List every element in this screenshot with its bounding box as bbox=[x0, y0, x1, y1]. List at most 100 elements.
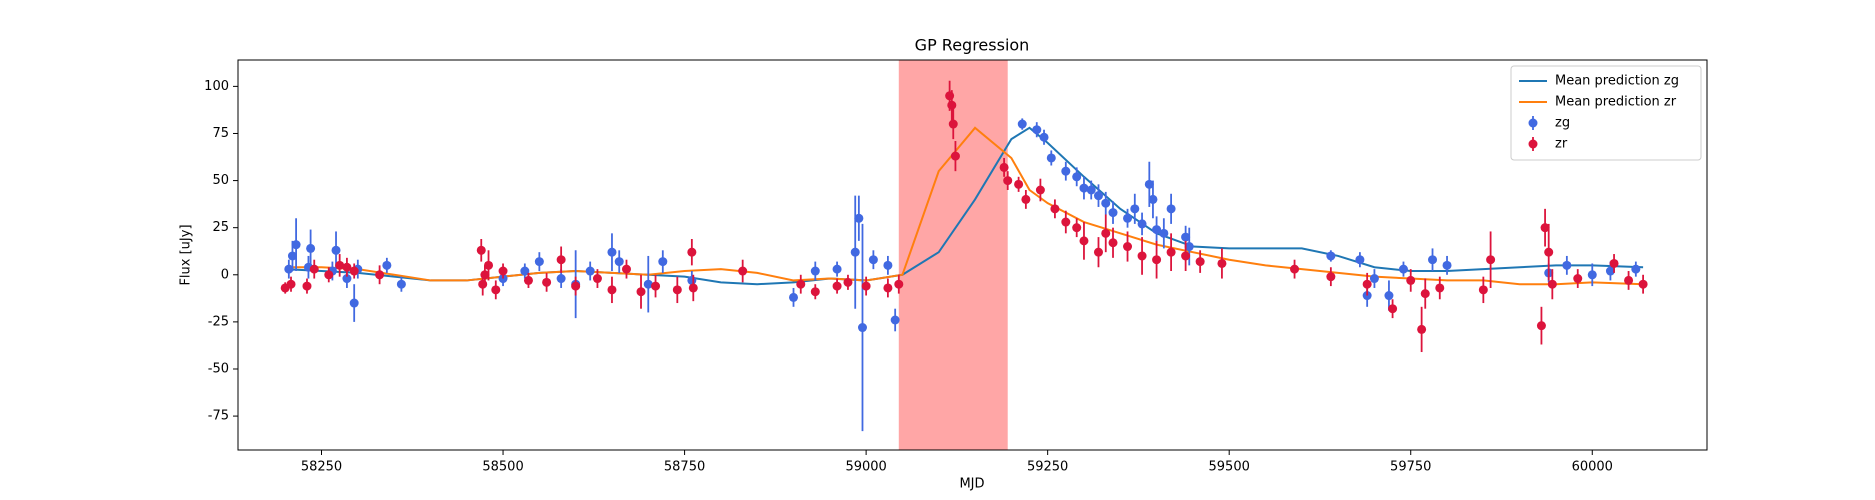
data-point bbox=[947, 100, 957, 110]
data-point bbox=[999, 162, 1009, 172]
data-point bbox=[1398, 264, 1408, 274]
x-tick-label: 59250 bbox=[1027, 460, 1068, 475]
data-point bbox=[854, 213, 864, 223]
data-point bbox=[945, 91, 955, 101]
y-tick-label: -25 bbox=[208, 314, 229, 329]
data-point bbox=[688, 283, 698, 293]
data-point bbox=[542, 277, 552, 287]
y-tick-label: 100 bbox=[204, 79, 229, 94]
y-tick-label: -75 bbox=[208, 409, 229, 424]
legend-label: zr bbox=[1555, 137, 1568, 152]
data-point bbox=[498, 266, 508, 276]
data-point bbox=[1326, 272, 1336, 282]
data-point bbox=[1562, 260, 1572, 270]
data-point bbox=[1540, 223, 1550, 233]
data-point bbox=[1123, 242, 1133, 252]
y-tick-label: 50 bbox=[212, 173, 229, 188]
data-point bbox=[331, 245, 341, 255]
data-point bbox=[636, 287, 646, 297]
data-point bbox=[1388, 304, 1398, 314]
y-tick-label: 0 bbox=[221, 267, 229, 282]
data-point bbox=[1435, 283, 1445, 293]
data-point bbox=[1217, 258, 1227, 268]
data-point bbox=[1101, 228, 1111, 238]
data-point bbox=[890, 315, 900, 325]
data-point bbox=[658, 257, 668, 267]
y-axis-label: Flux [uJy] bbox=[179, 224, 194, 285]
data-point bbox=[382, 260, 392, 270]
data-point bbox=[1544, 247, 1554, 257]
data-point bbox=[1442, 260, 1452, 270]
mean-line bbox=[285, 126, 1644, 286]
data-point bbox=[1137, 251, 1147, 261]
data-point bbox=[1039, 132, 1049, 142]
data-point bbox=[291, 240, 301, 250]
data-point bbox=[1137, 219, 1147, 229]
legend-box bbox=[1510, 65, 1702, 161]
data-point bbox=[832, 281, 842, 291]
data-point bbox=[1093, 247, 1103, 257]
data-point bbox=[1384, 291, 1394, 301]
x-tick-label: 60000 bbox=[1572, 460, 1613, 475]
data-point bbox=[1326, 251, 1336, 261]
data-point bbox=[520, 266, 530, 276]
x-tick-label: 58750 bbox=[664, 460, 705, 475]
data-point bbox=[1014, 179, 1024, 189]
y-tick-label: 75 bbox=[212, 126, 229, 141]
data-point bbox=[1003, 176, 1013, 186]
data-point bbox=[556, 255, 566, 265]
data-point bbox=[832, 264, 842, 274]
data-point bbox=[342, 274, 352, 284]
data-point bbox=[1093, 191, 1103, 201]
legend-label: Mean prediction zr bbox=[1555, 95, 1677, 110]
data-point bbox=[284, 264, 294, 274]
data-point bbox=[948, 119, 958, 129]
data-point bbox=[1631, 264, 1641, 274]
data-point bbox=[335, 260, 345, 270]
data-point bbox=[687, 247, 697, 257]
data-point bbox=[476, 245, 486, 255]
data-point bbox=[1017, 119, 1027, 129]
data-point bbox=[1108, 208, 1118, 218]
data-point bbox=[1638, 279, 1648, 289]
data-point bbox=[1355, 255, 1365, 265]
data-point bbox=[1420, 289, 1430, 299]
data-point bbox=[1195, 257, 1205, 267]
data-point bbox=[621, 264, 631, 274]
data-point bbox=[1362, 279, 1372, 289]
data-point bbox=[1148, 194, 1158, 204]
data-point bbox=[1166, 247, 1176, 257]
data-point bbox=[1021, 194, 1031, 204]
data-point bbox=[614, 257, 624, 267]
data-point bbox=[1072, 172, 1082, 182]
data-point bbox=[349, 298, 359, 308]
data-point bbox=[375, 270, 385, 280]
data-point bbox=[592, 274, 602, 284]
data-point bbox=[687, 275, 697, 285]
data-point bbox=[607, 285, 617, 295]
data-point bbox=[1428, 255, 1438, 265]
data-point bbox=[843, 277, 853, 287]
data-point bbox=[1406, 275, 1416, 285]
x-tick-label: 58250 bbox=[301, 460, 342, 475]
data-point bbox=[1046, 153, 1056, 163]
data-point bbox=[607, 247, 617, 257]
data-point bbox=[1035, 185, 1045, 195]
y-tick-label: -50 bbox=[208, 361, 229, 376]
data-point bbox=[1032, 125, 1042, 135]
data-point bbox=[324, 270, 334, 280]
data-point bbox=[738, 266, 748, 276]
data-point bbox=[534, 257, 544, 267]
legend-swatch bbox=[1528, 118, 1538, 128]
data-point bbox=[810, 287, 820, 297]
data-point bbox=[1061, 166, 1071, 176]
data-point bbox=[861, 281, 871, 291]
data-point bbox=[1079, 236, 1089, 246]
x-axis-label: MJD bbox=[959, 477, 984, 492]
data-point bbox=[1152, 225, 1162, 235]
legend-label: zg bbox=[1555, 116, 1570, 131]
x-tick-label: 58500 bbox=[482, 460, 523, 475]
data-point bbox=[1086, 185, 1096, 195]
